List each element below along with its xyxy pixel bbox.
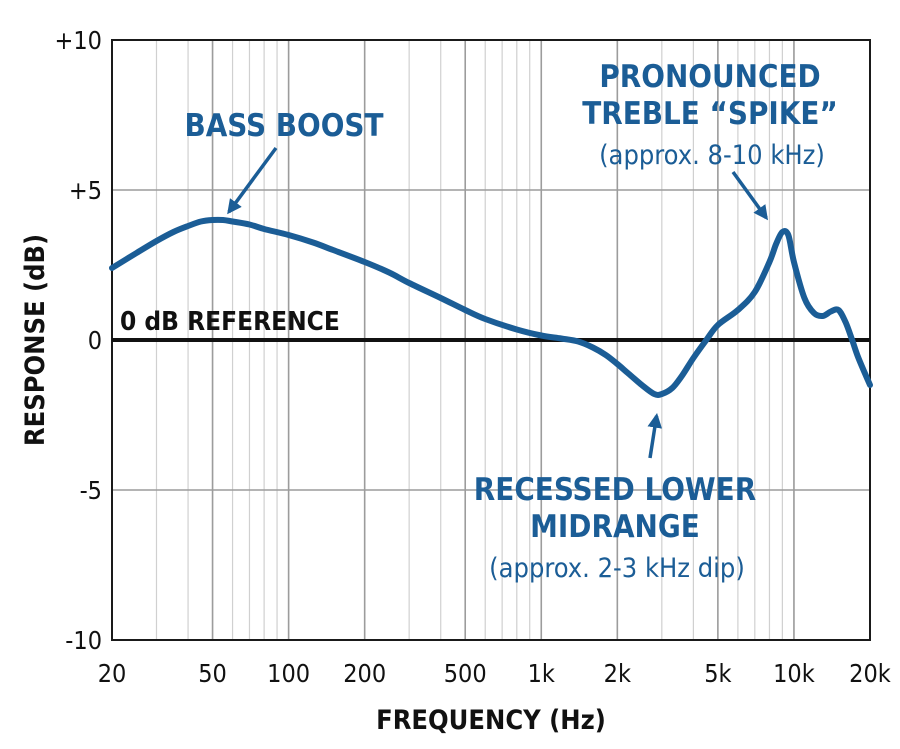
x-tick-label: 500 bbox=[444, 659, 487, 688]
y-tick-label: +10 bbox=[55, 26, 102, 55]
x-tick-label: 50 bbox=[198, 659, 227, 688]
annotation-bass-boost-arrow bbox=[227, 146, 278, 215]
annotation-bass-boost-line-1: BASS BOOST bbox=[184, 108, 383, 144]
annotation-treble-spike-line-1: PRONOUNCED bbox=[599, 59, 820, 95]
annotation-recessed-midrange: RECESSED LOWER MIDRANGE (approx. 2-3 kHz… bbox=[474, 412, 756, 584]
x-axis-title: FREQUENCY (Hz) bbox=[376, 705, 606, 736]
annotation-treble-spike-sub: (approx. 8-10 kHz) bbox=[599, 140, 825, 171]
x-tick-labels: 20 50 100 200 500 1k 2k 5k 10k 20k bbox=[98, 659, 891, 688]
y-tick-labels: +10 +5 0 -5 -10 bbox=[55, 26, 102, 655]
x-tick-label: 5k bbox=[704, 659, 731, 688]
annotation-treble-spike: PRONOUNCED TREBLE “SPIKE” (approx. 8-10 … bbox=[582, 59, 838, 221]
annotation-recessed-midrange-line-2: MIDRANGE bbox=[530, 509, 700, 545]
x-tick-label: 20 bbox=[98, 659, 127, 688]
x-tick-label: 200 bbox=[343, 659, 386, 688]
x-tick-label: 100 bbox=[267, 659, 310, 688]
y-tick-label: 0 bbox=[88, 326, 102, 355]
x-tick-label: 1k bbox=[528, 659, 555, 688]
annotation-bass-boost: BASS BOOST bbox=[184, 108, 384, 215]
response-curve bbox=[109, 216, 873, 398]
annotation-recessed-midrange-sub: (approx. 2-3 kHz dip) bbox=[489, 553, 745, 584]
x-tick-label: 2k bbox=[604, 659, 631, 688]
zero-db-reference-label: 0 dB REFERENCE bbox=[120, 307, 340, 337]
y-tick-label: -5 bbox=[80, 476, 102, 505]
x-tick-label: 20k bbox=[849, 659, 891, 688]
x-tick-label: 10k bbox=[773, 659, 815, 688]
y-axis-title: RESPONSE (dB) bbox=[20, 234, 51, 446]
y-tick-label: -10 bbox=[65, 626, 102, 655]
annotation-treble-spike-line-2: TREBLE “SPIKE” bbox=[582, 96, 838, 132]
annotation-treble-spike-arrow bbox=[731, 170, 769, 221]
annotation-recessed-midrange-arrow bbox=[647, 412, 663, 459]
y-tick-label: +5 bbox=[69, 176, 102, 205]
annotation-recessed-midrange-line-1: RECESSED LOWER bbox=[474, 472, 756, 508]
